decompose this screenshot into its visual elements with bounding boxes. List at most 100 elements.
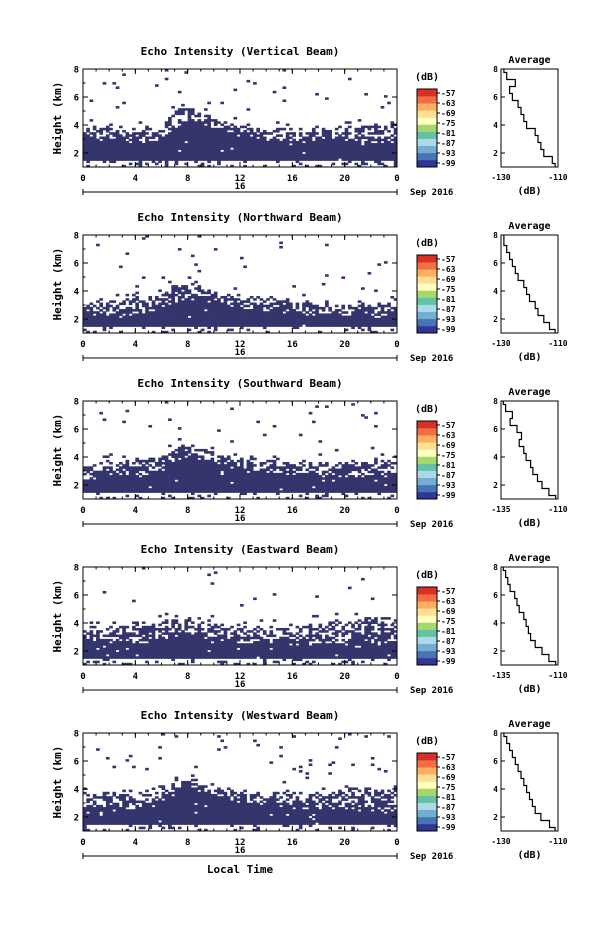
heatmap-cell: [92, 317, 97, 321]
heatmap-cell: [151, 311, 156, 314]
heatmap-cell: [289, 324, 293, 327]
heatmap-cell: [253, 138, 257, 142]
heatmap-cell: [220, 490, 225, 493]
heatmap-cell: [298, 162, 303, 166]
heatmap-cell: [289, 472, 293, 476]
heatmap-cell: [145, 145, 149, 148]
heatmap-cell: [161, 477, 166, 480]
heatmap-cell: [174, 630, 179, 633]
heatmap-cell: [361, 485, 365, 489]
heatmap-cell: [105, 485, 110, 489]
heatmap-cell: [357, 300, 362, 303]
heatmap-cell: [184, 145, 189, 148]
heatmap-cell: [181, 649, 185, 653]
y-tick-label: 4: [74, 288, 80, 298]
heatmap-cell: [266, 145, 270, 148]
heatmap-cell: [351, 464, 355, 467]
date-label: 16: [235, 514, 246, 524]
heatmap-cell: [269, 143, 274, 146]
heatmap-cell: [246, 123, 251, 127]
heatmap-cell: [393, 147, 398, 150]
heatmap-cell: [311, 304, 316, 308]
heatmap-cell: [305, 304, 310, 308]
heatmap-cell: [334, 149, 339, 153]
heatmap-cell: [141, 654, 146, 657]
heatmap-cell: [315, 153, 319, 157]
heatmap-cell: [390, 138, 395, 142]
heatmap-cell: [109, 483, 113, 487]
heatmap-cell: [190, 485, 195, 489]
heatmap-cell: [253, 643, 257, 646]
heatmap-cell: [213, 248, 218, 251]
heatmap-cell: [217, 158, 221, 161]
heatmap-cell: [223, 479, 228, 482]
heatmap-cell: [377, 479, 382, 482]
heatmap-cell: [262, 470, 267, 474]
heatmap-cell: [213, 147, 218, 150]
heatmap-cell: [364, 317, 368, 321]
heatmap-cell: [135, 158, 139, 161]
heatmap-cell: [184, 619, 189, 622]
heatmap-cell: [132, 317, 136, 321]
heatmap-cell: [347, 138, 352, 142]
heatmap-cell: [141, 625, 146, 629]
heatmap-cell: [351, 138, 355, 142]
heatmap-cell: [145, 311, 149, 314]
heatmap-cell: [122, 477, 126, 480]
heatmap-cell: [328, 156, 332, 159]
heatmap-cell: [122, 662, 126, 666]
heatmap-cell: [233, 632, 238, 635]
heatmap-cell: [197, 147, 202, 150]
heatmap-cell: [233, 647, 238, 651]
heatmap-cell: [223, 459, 228, 463]
heatmap-cell: [226, 638, 231, 642]
heatmap-cell: [383, 479, 388, 482]
heatmap-cell: [145, 630, 149, 633]
heatmap-cell: [86, 311, 90, 314]
heatmap-cell: [383, 138, 388, 142]
heatmap-cell: [347, 158, 352, 161]
heatmap-cell: [122, 317, 126, 321]
heatmap-cell: [148, 654, 153, 657]
heatmap-cell: [99, 411, 104, 415]
heatmap-cell: [230, 656, 234, 659]
heatmap-cell: [223, 466, 228, 469]
heatmap-cell: [171, 621, 175, 625]
heatmap-cell: [357, 304, 362, 308]
heatmap-cell: [187, 466, 192, 469]
heatmap-cell: [318, 156, 323, 159]
heatmap-cell: [207, 322, 211, 325]
heatmap-cell: [207, 289, 211, 293]
heatmap-cell: [292, 140, 296, 144]
heatmap-cell: [164, 164, 169, 168]
heatmap-cell: [148, 630, 153, 633]
y-tick-label: 8: [74, 398, 79, 408]
heatmap-cell: [187, 306, 192, 310]
heatmap-cell: [269, 317, 274, 321]
heatmap-cell: [174, 140, 179, 144]
heatmap-cell: [184, 143, 189, 146]
heatmap-cell: [158, 319, 162, 323]
heatmap-cell: [122, 634, 126, 638]
heatmap-cell: [190, 123, 195, 127]
heatmap-cell: [174, 311, 179, 314]
heatmap-cell: [230, 127, 234, 131]
heatmap-cell: [213, 481, 218, 485]
heatmap-cell: [295, 313, 300, 316]
heatmap-cell: [253, 649, 257, 653]
heatmap-cell: [190, 136, 195, 140]
heatmap-cell: [118, 654, 123, 657]
heatmap-cell: [220, 468, 225, 472]
heatmap-cell: [390, 143, 395, 146]
heatmap-cell: [220, 641, 225, 644]
heatmap-cell: [138, 136, 143, 140]
heatmap-cell: [259, 306, 264, 310]
heatmap-cell: [351, 468, 355, 472]
heatmap-cell: [334, 151, 339, 155]
heatmap-cell: [207, 306, 211, 310]
heatmap-cell: [308, 149, 313, 153]
heatmap-cell: [262, 151, 267, 155]
heatmap-cell: [128, 472, 133, 476]
heatmap-cell: [122, 455, 126, 459]
heatmap-cell: [197, 470, 202, 474]
